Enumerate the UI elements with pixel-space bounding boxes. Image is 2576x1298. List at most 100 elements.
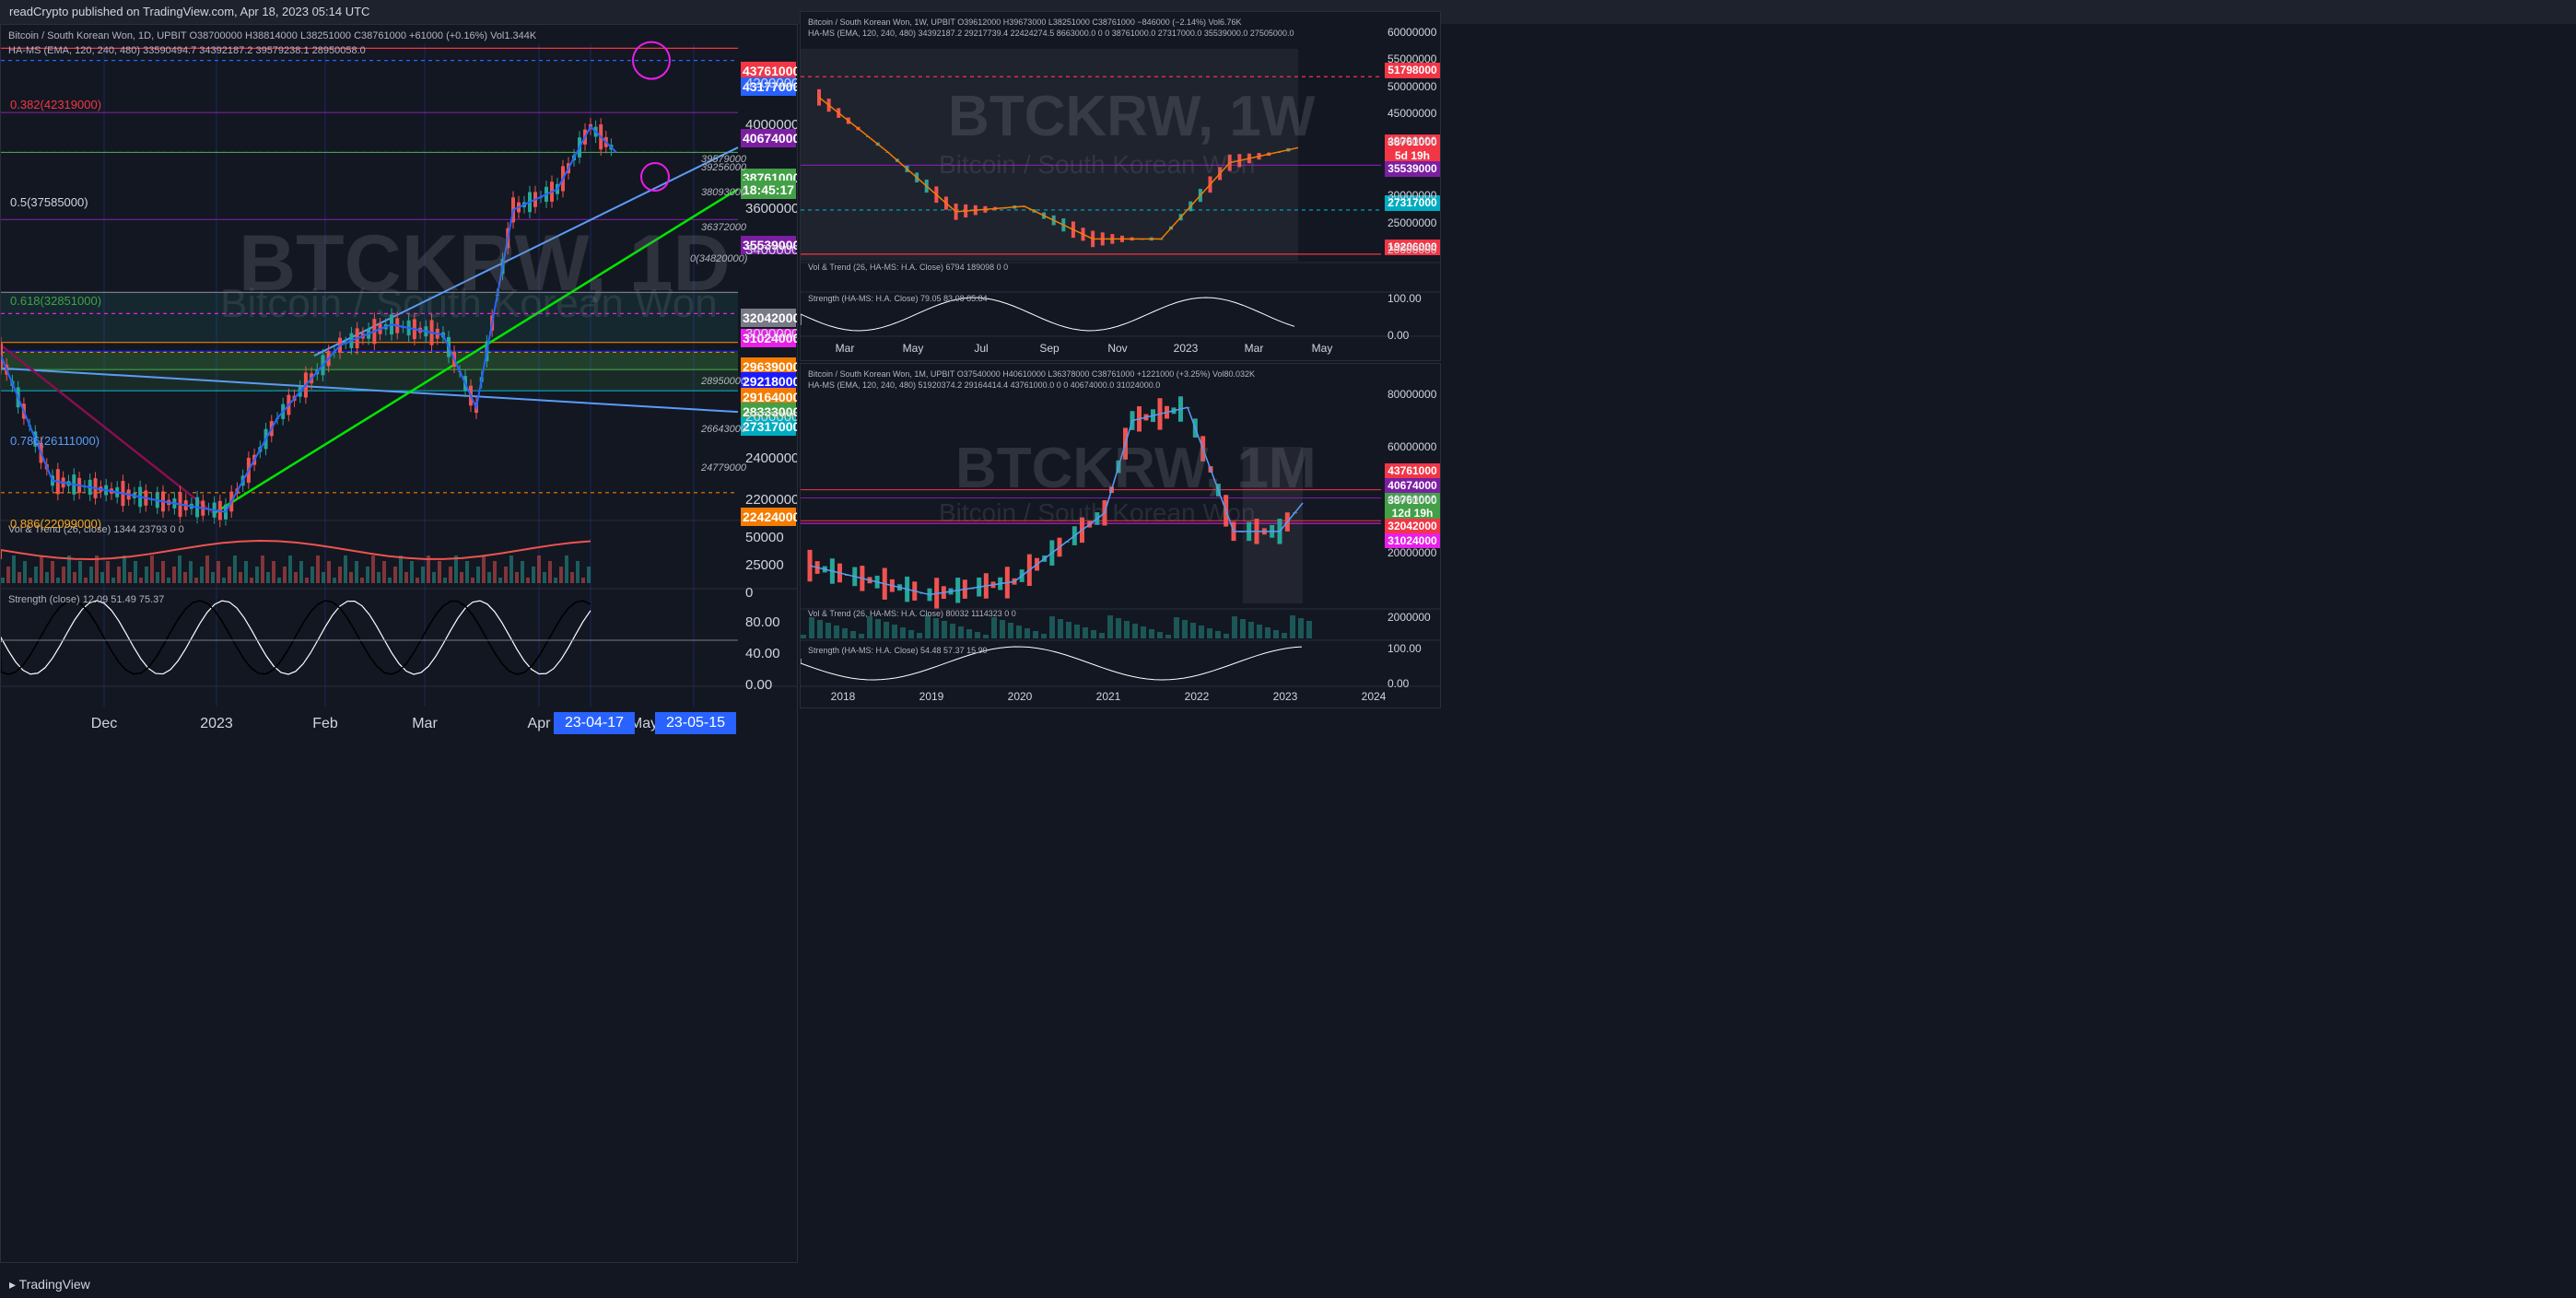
volume-bar — [217, 561, 220, 583]
daily-strength-legend: Strength (close) 12.09 51.49 75.37 — [8, 594, 165, 605]
monthly-price-axis-tick: 20000000 — [1388, 545, 1437, 559]
volume-bar — [570, 572, 574, 583]
monthly-price-label-5: 31024000 — [1385, 533, 1440, 548]
weekly-price-axis-tick: 55000000 — [1388, 53, 1437, 66]
volume-bar — [117, 567, 121, 583]
daily-chart-canvas[interactable] — [1, 25, 798, 1263]
daily-price-axis-tick: 40000000 — [745, 117, 797, 134]
daily-vol-axis-tick: 50000 — [745, 530, 784, 545]
volume-bar — [150, 555, 154, 583]
volume-bar — [189, 561, 193, 583]
volume-bar — [476, 567, 480, 583]
volume-bar — [377, 572, 381, 583]
weekly-strength-line — [801, 297, 1295, 332]
weekly-time-axis-tick: Nov — [1107, 342, 1128, 355]
monthly-volume-bar — [933, 618, 939, 638]
monthly-chart-panel[interactable]: Bitcoin / South Korean Won, 1M, UPBIT O3… — [800, 363, 1441, 708]
level-annotation: 28950000 — [701, 376, 746, 387]
volume-bar — [89, 567, 93, 583]
monthly-volume-bar — [1025, 628, 1030, 638]
daily-price-axis-tick: 30000000 — [745, 325, 797, 342]
monthly-volume-bar — [1290, 615, 1295, 638]
volume-bar — [316, 555, 320, 583]
volume-bar — [460, 572, 463, 583]
weekly-price-label-5: 19206000 — [1385, 240, 1440, 255]
volume-bar — [261, 555, 264, 583]
green-zone — [1, 352, 738, 392]
monthly-volume-bar — [1074, 625, 1080, 638]
volume-bar — [548, 561, 552, 583]
strength-line — [1, 600, 591, 675]
volume-bar — [371, 555, 375, 583]
volume-bar — [305, 578, 309, 583]
strength-signal-line — [1, 600, 591, 675]
monthly-volume-bar — [1215, 631, 1221, 638]
volume-bar — [205, 555, 209, 583]
monthly-volume-bar — [1149, 629, 1154, 638]
volume-bar — [73, 572, 76, 583]
weekly-watermark-sub: Bitcoin / South Korean Won — [939, 150, 1256, 179]
daily-price-axis-tick: 26000000 — [745, 408, 797, 425]
target-circle-top — [632, 41, 671, 80]
weekly-strength-axis-tick: 0.00 — [1388, 329, 1410, 342]
volume-bar — [1, 578, 5, 583]
green-ascending-trendline — [212, 188, 739, 516]
price-label-12: 27317000 — [741, 417, 798, 436]
monthly-time-axis-tick: 2022 — [1184, 690, 1210, 703]
monthly-strength-line — [801, 646, 1303, 681]
weekly-price-axis-tick: 40000000 — [1388, 134, 1437, 147]
monthly-volume-bar — [1141, 626, 1146, 638]
volume-bar — [360, 578, 364, 583]
weekly-watermark: BTCKRW, 1W — [948, 85, 1316, 148]
weekly-price-axis-tick: 25000000 — [1388, 216, 1437, 229]
fib-level-label: 0.382(42319000) — [10, 98, 102, 111]
volume-bar — [565, 555, 568, 583]
weekly-price-axis-tick: 30000000 — [1388, 189, 1437, 203]
level-annotation: 26643000 — [701, 424, 746, 435]
monthly-volume-bar — [942, 621, 947, 638]
monthly-volume-bar — [825, 623, 831, 638]
volume-bar — [438, 561, 441, 583]
monthly-volume-bar — [1099, 633, 1105, 638]
weekly-legend-indicator: HA-MS (EMA, 120, 240, 480) 34392187.2 29… — [808, 29, 1294, 38]
monthly-volume-bar — [1083, 627, 1088, 638]
volume-bar — [211, 572, 215, 583]
monthly-volume-bar — [900, 627, 906, 638]
volume-bar — [56, 578, 60, 583]
monthly-price-axis-tick: 40000000 — [1388, 493, 1437, 507]
volume-bar — [493, 561, 497, 583]
volume-bar — [123, 555, 126, 583]
weekly-chart-canvas[interactable] — [801, 12, 1441, 361]
monthly-volume-bar — [1124, 621, 1130, 638]
volume-bar — [244, 561, 248, 583]
maroon-trendline — [1, 344, 216, 515]
volume-bar — [554, 578, 557, 583]
weekly-price-axis-tick: 20000000 — [1388, 243, 1437, 257]
monthly-volume-bar — [1174, 617, 1179, 638]
volume-bar — [487, 572, 491, 583]
weekly-chart-panel[interactable]: Bitcoin / South Korean Won, 1W, UPBIT O3… — [800, 11, 1441, 361]
monthly-volume-bar — [875, 619, 881, 638]
volume-bar — [34, 567, 38, 583]
volume-trend-line — [1, 540, 591, 560]
level-annotation: 0(34820000) — [690, 253, 748, 264]
volume-bar — [581, 578, 585, 583]
monthly-volume-bar — [884, 622, 889, 638]
monthly-time-axis-tick: 2018 — [830, 690, 856, 703]
monthly-volume-bar — [850, 631, 856, 638]
monthly-price-line — [809, 406, 1304, 596]
volume-bar — [128, 572, 132, 583]
volume-bar — [222, 578, 226, 583]
fib-level-label: 0.786(26111000) — [10, 434, 100, 448]
volume-bar — [167, 578, 170, 583]
monthly-volume-bar — [867, 616, 872, 638]
volume-bar — [228, 567, 231, 583]
volume-bar — [67, 555, 71, 583]
daily-vol-axis-tick: 0 — [745, 585, 754, 601]
daily-chart-panel[interactable]: Bitcoin / South Korean Won, 1D, UPBIT O3… — [0, 24, 798, 1263]
price-label-7: 31024000 — [741, 329, 798, 347]
volume-bar — [23, 561, 27, 583]
volume-bar — [338, 567, 342, 583]
monthly-time-axis-tick: 2020 — [1007, 690, 1033, 703]
monthly-chart-canvas[interactable] — [801, 364, 1441, 708]
